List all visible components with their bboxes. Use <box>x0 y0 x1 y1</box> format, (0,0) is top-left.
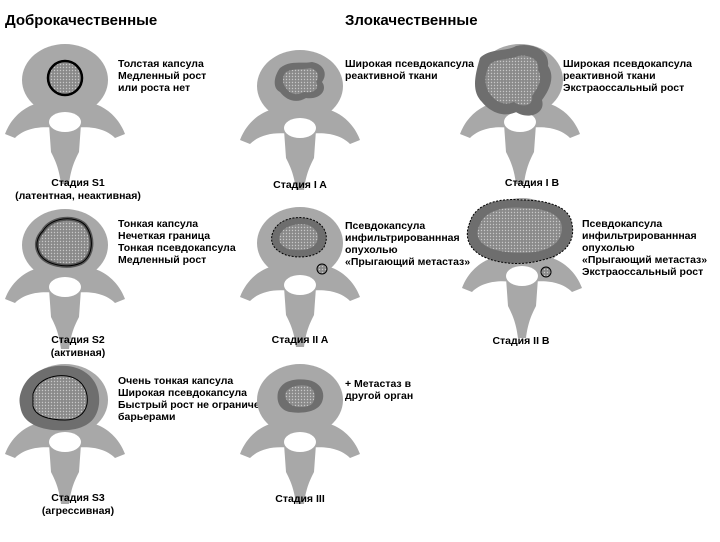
stage-s3-vertebra <box>5 364 125 504</box>
desc-line: Экстраоссальный рост <box>563 82 685 94</box>
stage-iia-caption: Стадия II A <box>215 334 385 347</box>
desc-line: Широкая псевдокапсула <box>118 387 248 399</box>
stage-s2-caption: Стадия S2 (активная) <box>0 334 163 360</box>
desc-line: Псевдокапсула <box>345 220 426 232</box>
s2-capsule <box>36 218 92 267</box>
desc-line: инфильтрированнная <box>582 230 697 242</box>
stage-iii-caption: Стадия III <box>215 493 385 506</box>
iia-tumor <box>279 224 318 251</box>
stage-iii-vertebra <box>240 364 360 504</box>
caption-line: (агрессивная) <box>41 505 115 517</box>
desc-line: Широкая псевдокапсула <box>345 58 475 70</box>
desc-line: барьерами <box>118 411 176 423</box>
s3-tumor <box>32 375 88 421</box>
stage-iib-caption: Стадия II B <box>436 335 606 348</box>
stage-ib-vertebra <box>460 44 580 184</box>
ia-tumor <box>283 68 318 95</box>
s1-tumor <box>46 59 84 97</box>
caption-line: Стадия S1 <box>51 177 105 189</box>
iib-skip-metastasis <box>540 266 552 278</box>
stage-s3-caption: Стадия S3 (агрессивная) <box>0 492 163 518</box>
desc-line: реактивной ткани <box>345 70 438 82</box>
caption-line: (латентная, неактивная) <box>15 190 141 202</box>
desc-line: Медленный рост <box>118 254 207 266</box>
stage-iib-vertebra <box>462 198 582 338</box>
desc-line: Очень тонкая капсула <box>118 375 234 387</box>
stage-ib-description: Широкая псевдокапсула реактивной ткани Э… <box>563 58 692 94</box>
caption-line: Стадия II A <box>271 334 329 346</box>
stage-iia-vertebra <box>240 207 360 347</box>
ib-tumor <box>485 55 541 106</box>
stage-iib-description: Псевдокапсула инфильтрированнная опухоль… <box>582 218 707 278</box>
caption-line: Стадия I A <box>273 179 327 191</box>
desc-line: Быстрый рост не ограничен <box>118 399 267 411</box>
desc-line: Экстраоссальный рост <box>582 266 704 278</box>
benign-header: Доброкачественные <box>5 12 158 29</box>
stage-s3-description: Очень тонкая капсула Широкая псевдокапсу… <box>118 375 266 423</box>
desc-line: Медленный рост <box>118 70 207 82</box>
caption-line: Стадия II B <box>492 335 550 347</box>
stage-ib-caption: Стадия I B <box>447 177 617 190</box>
stage-iia-description: Псевдокапсула инфильтрированнная опухоль… <box>345 220 470 268</box>
stage-s2-description: Тонкая капсула Нечеткая граница Тонкая п… <box>118 218 236 266</box>
desc-line: опухолью <box>582 242 635 254</box>
stage-s2-vertebra <box>5 209 125 349</box>
iia-skip-metastasis <box>316 263 328 275</box>
desc-line: Тонкая псевдокапсула <box>118 242 236 254</box>
stage-s1-description: Толстая капсула Медленный рост или роста… <box>118 58 206 94</box>
stage-s1-caption: Стадия S1 (латентная, неактивная) <box>0 177 163 203</box>
desc-line: опухолью <box>345 244 398 256</box>
desc-line: другой орган <box>345 390 414 402</box>
desc-line: Нечеткая граница <box>118 230 211 242</box>
s2-tumor <box>34 216 94 268</box>
iii-tumor <box>285 385 315 407</box>
desc-line: или роста нет <box>118 82 191 94</box>
caption-line: Стадия S2 <box>51 334 105 346</box>
desc-line: Тонкая капсула <box>118 218 199 230</box>
desc-line: + Метастаз в <box>345 378 412 390</box>
stage-iii-description: + Метастаз в другой орган <box>345 378 413 402</box>
desc-line: «Прыгающий метастаз» <box>345 256 471 268</box>
desc-line: Широкая псевдокапсула <box>563 58 693 70</box>
desc-line: инфильтрированнная <box>345 232 460 244</box>
desc-line: «Прыгающий метастаз» <box>582 254 708 266</box>
caption-line: Стадия III <box>275 493 325 505</box>
caption-line: (активная) <box>50 347 106 359</box>
stage-ia-description: Широкая псевдокапсула реактивной ткани <box>345 58 474 82</box>
stage-ia-vertebra <box>240 50 360 190</box>
desc-line: реактивной ткани <box>563 70 656 82</box>
caption-line: Стадия S3 <box>51 492 105 504</box>
desc-line: Толстая капсула <box>118 58 204 70</box>
caption-line: Стадия I B <box>504 177 560 189</box>
stage-s1-vertebra <box>5 44 125 184</box>
stage-ia-caption: Стадия I A <box>215 179 385 192</box>
desc-line: Псевдокапсула <box>582 218 663 230</box>
malignant-header: Злокачественные <box>345 12 478 29</box>
iib-tumor <box>477 207 562 253</box>
